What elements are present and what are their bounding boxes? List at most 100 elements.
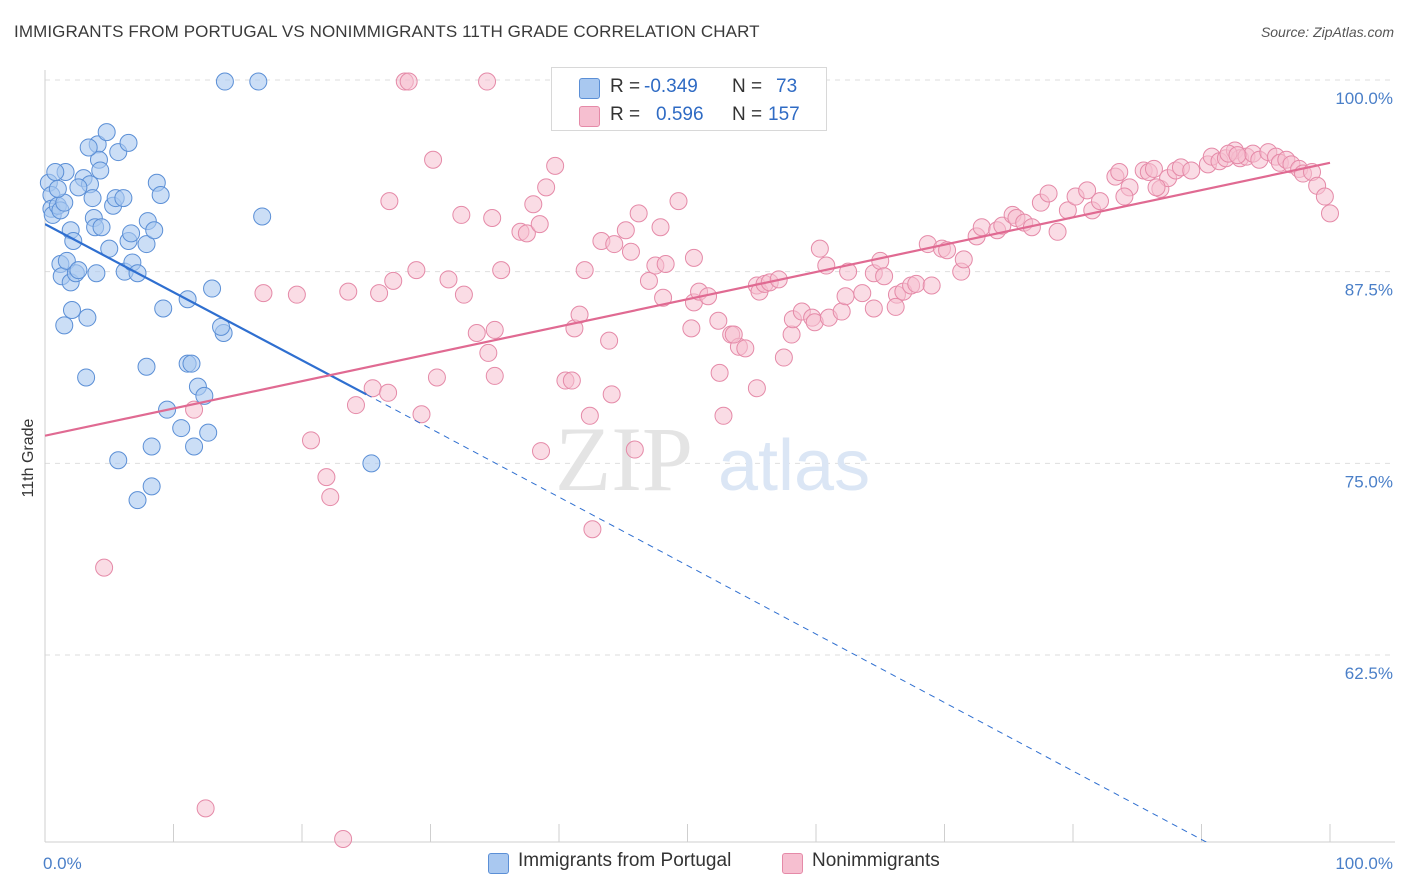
point-nonimmigrants-10 [346,396,365,415]
point-nonimmigrants-67 [714,406,733,425]
series-immigrants-from-portugal [39,72,381,510]
point-nonimmigrants-22 [439,270,458,289]
point-nonimmigrants-101 [922,276,941,295]
point-immigrants-67 [253,207,272,226]
legend-r-label: R = [610,104,641,125]
point-nonimmigrants-84 [810,239,829,258]
point-nonimmigrants-36 [537,178,556,197]
point-nonimmigrants-62 [684,248,703,267]
point-immigrants-26 [92,218,111,237]
point-nonimmigrants-127 [1144,159,1163,178]
point-nonimmigrants-107 [972,218,991,237]
point-immigrants-56 [199,423,218,442]
point-nonimmigrants-30 [485,366,504,385]
point-nonimmigrants-78 [774,348,793,367]
bottom-legend-label: Immigrants from Portugal [518,850,732,871]
point-immigrants-72 [46,163,65,181]
point-nonimmigrants-155 [1147,178,1166,197]
point-nonimmigrants-45 [583,520,602,539]
point-nonimmigrants-34 [530,215,549,234]
point-nonimmigrants-35 [524,195,543,214]
axes [44,70,1395,843]
point-nonimmigrants-24 [424,150,443,169]
point-nonimmigrants-21 [254,284,273,303]
point-nonimmigrants-48 [602,385,621,404]
point-immigrants-15 [69,261,88,280]
point-immigrants-60 [128,491,147,510]
point-nonimmigrants-116 [1048,222,1067,241]
point-nonimmigrants-16 [370,284,389,303]
point-nonimmigrants-14 [427,368,446,387]
grid-lines [45,79,1395,656]
point-nonimmigrants-115 [1039,184,1058,203]
point-nonimmigrants-38 [532,442,551,461]
point-nonimmigrants-37 [546,156,565,175]
point-immigrants-71 [69,178,88,197]
point-nonimmigrants-154 [1228,146,1247,165]
point-nonimmigrants-87 [832,302,851,321]
point-nonimmigrants-132 [1182,161,1201,180]
x-tick-label-1: 100.0% [1335,854,1393,873]
point-nonimmigrants-13 [412,405,431,424]
y-tick-label-3: 100.0% [1335,89,1393,108]
point-nonimmigrants-97 [886,297,905,316]
point-nonimmigrants-53 [629,204,648,223]
watermark-atlas: atlas [718,426,870,506]
point-nonimmigrants-12 [379,383,398,402]
point-nonimmigrants-15 [384,271,403,290]
bottom-legend-swatch-blue [488,853,509,874]
watermark-zip: ZIP [555,408,693,510]
point-immigrants-43 [154,299,173,318]
point-nonimmigrants-44 [580,406,599,425]
point-immigrants-52 [182,354,201,373]
point-immigrants-31 [114,189,133,208]
bottom-legend-label: Nonimmigrants [812,850,940,871]
x-tick-label-0: 0.0% [43,854,82,873]
legend-n-label: N = [732,104,763,125]
point-nonimmigrants-54 [639,271,658,290]
point-immigrants-18 [83,189,102,208]
point-nonimmigrants-89 [836,287,855,306]
point-nonimmigrants-58 [656,255,675,273]
point-nonimmigrants-27 [479,343,498,362]
point-immigrants-66 [249,72,268,91]
legend-n-value: 73 [776,76,798,97]
trend-immigrants [45,223,367,396]
point-nonimmigrants-50 [616,221,635,240]
point-nonimmigrants-43 [575,261,594,280]
point-nonimmigrants-47 [600,331,619,350]
point-immigrants-48 [137,357,156,376]
legend-r-value: -0.349 [644,76,698,97]
point-immigrants-47 [77,368,96,387]
point-nonimmigrants-70 [724,325,743,344]
point-immigrants-65 [215,72,234,91]
point-nonimmigrants-65 [709,311,728,330]
point-nonimmigrants-121 [1090,192,1109,211]
point-nonimmigrants-1 [399,72,418,91]
point-nonimmigrants-29 [492,261,511,280]
point-immigrants-46 [78,308,97,327]
point-nonimmigrants-17 [380,192,399,211]
legend-n-value: 157 [768,104,800,125]
series-nonimmigrants [95,72,1339,848]
point-nonimmigrants-90 [853,284,872,303]
point-nonimmigrants-57 [654,288,673,307]
trend-lines [45,161,1331,842]
point-immigrants-42 [151,186,170,204]
point-nonimmigrants-2 [478,72,497,91]
point-immigrants-33 [119,133,138,152]
point-nonimmigrants-31 [483,209,502,227]
point-nonimmigrants-60 [682,319,701,338]
point-nonimmigrants-7 [301,431,320,450]
point-immigrants-68 [362,454,381,473]
point-nonimmigrants-79 [782,325,801,344]
point-nonimmigrants-51 [621,242,640,261]
correlation-legend: R = -0.349 N = 73 R = 0.596 N = 157 [551,67,827,131]
y-tick-label-2: 87.5% [1345,281,1393,300]
point-immigrants-24 [97,123,116,142]
point-nonimmigrants-25 [452,205,471,224]
point-nonimmigrants-91 [864,299,883,318]
source-label: Source: ZipAtlas.com [1260,24,1394,40]
point-nonimmigrants-52 [625,440,644,459]
